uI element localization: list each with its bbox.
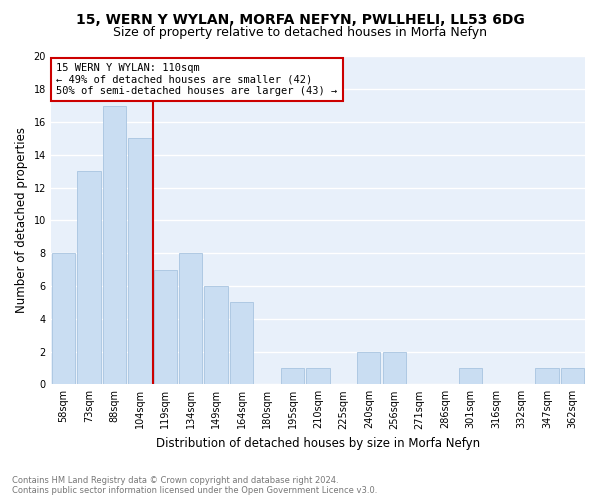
Bar: [383, 352, 406, 384]
Text: 15 WERN Y WYLAN: 110sqm
← 49% of detached houses are smaller (42)
50% of semi-de: 15 WERN Y WYLAN: 110sqm ← 49% of detache…: [56, 63, 337, 96]
Text: 15, WERN Y WYLAN, MORFA NEFYN, PWLLHELI, LL53 6DG: 15, WERN Y WYLAN, MORFA NEFYN, PWLLHELI,…: [76, 12, 524, 26]
Bar: [459, 368, 482, 384]
Bar: [535, 368, 559, 384]
Bar: [306, 368, 329, 384]
Bar: [230, 302, 253, 384]
Y-axis label: Number of detached properties: Number of detached properties: [15, 128, 28, 314]
Bar: [357, 352, 380, 384]
X-axis label: Distribution of detached houses by size in Morfa Nefyn: Distribution of detached houses by size …: [156, 437, 480, 450]
Bar: [179, 253, 202, 384]
Text: Size of property relative to detached houses in Morfa Nefyn: Size of property relative to detached ho…: [113, 26, 487, 39]
Bar: [154, 270, 177, 384]
Bar: [103, 106, 126, 384]
Bar: [560, 368, 584, 384]
Bar: [52, 253, 75, 384]
Bar: [128, 138, 152, 384]
Text: Contains HM Land Registry data © Crown copyright and database right 2024.
Contai: Contains HM Land Registry data © Crown c…: [12, 476, 377, 495]
Bar: [281, 368, 304, 384]
Bar: [77, 171, 101, 384]
Bar: [205, 286, 228, 384]
